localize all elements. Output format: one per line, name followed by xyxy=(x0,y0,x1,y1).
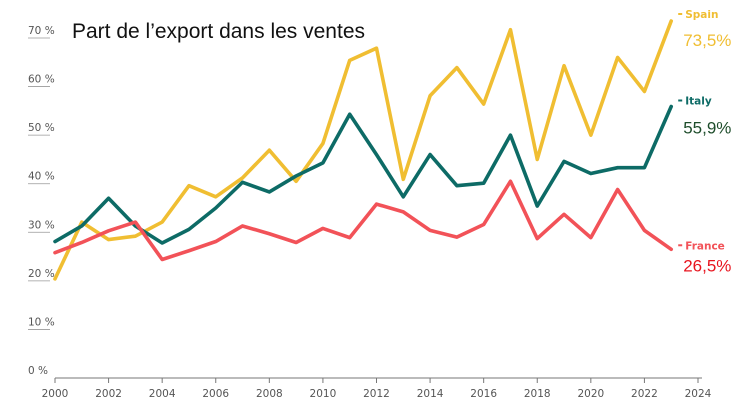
series-lines xyxy=(53,19,674,281)
series-end-value-spain: 73,5% xyxy=(683,31,731,50)
x-tick-label: 2008 xyxy=(256,388,283,400)
x-tick-label: 2004 xyxy=(149,388,176,400)
y-tick-label: 70 % xyxy=(28,25,55,37)
series-name-spain: Spain xyxy=(685,9,718,21)
y-axis-labels: 0 % 10 % 20 % 30 % 40 % 50 % 60 % 70 % xyxy=(28,25,55,377)
series-name-france: France xyxy=(685,240,725,252)
x-tick-label: 2002 xyxy=(95,388,122,400)
x-axis-labels: 2000 2002 2004 2006 2008 2010 2012 2014 2016 2018… xyxy=(42,378,712,400)
x-tick-label: 2014 xyxy=(417,388,444,400)
y-tick-label: 60 % xyxy=(28,74,55,86)
x-tick-label: 2018 xyxy=(524,388,551,400)
y-tick-label: 50 % xyxy=(28,122,55,134)
series-line-spain xyxy=(53,19,674,281)
x-tick-label: 2024 xyxy=(685,388,712,400)
series-end-labels: Spain 73,5% Italy 55,9% France 26,5% xyxy=(678,9,731,275)
x-tick-label: 2010 xyxy=(310,388,337,400)
chart-title: Part de l’export dans les ventes xyxy=(72,20,365,43)
y-tick-label: 30 % xyxy=(28,219,55,231)
x-tick-label: 2012 xyxy=(363,388,390,400)
y-tick-label: 40 % xyxy=(28,171,55,183)
series-line-italy xyxy=(53,104,674,245)
x-tick-label: 2020 xyxy=(577,388,604,400)
series-end-value-france: 26,5% xyxy=(683,256,731,275)
y-tick-label: 20 % xyxy=(28,268,55,280)
series-name-italy: Italy xyxy=(685,95,712,107)
y-tick-label: 10 % xyxy=(28,316,55,328)
x-tick-label: 2016 xyxy=(470,388,497,400)
x-tick-label: 2000 xyxy=(42,388,69,400)
series-line-france xyxy=(53,179,674,262)
x-tick-label: 2006 xyxy=(202,388,229,400)
y-tick-label: 0 % xyxy=(28,365,48,377)
x-tick-label: 2022 xyxy=(631,388,658,400)
series-end-value-italy: 55,9% xyxy=(683,118,731,137)
